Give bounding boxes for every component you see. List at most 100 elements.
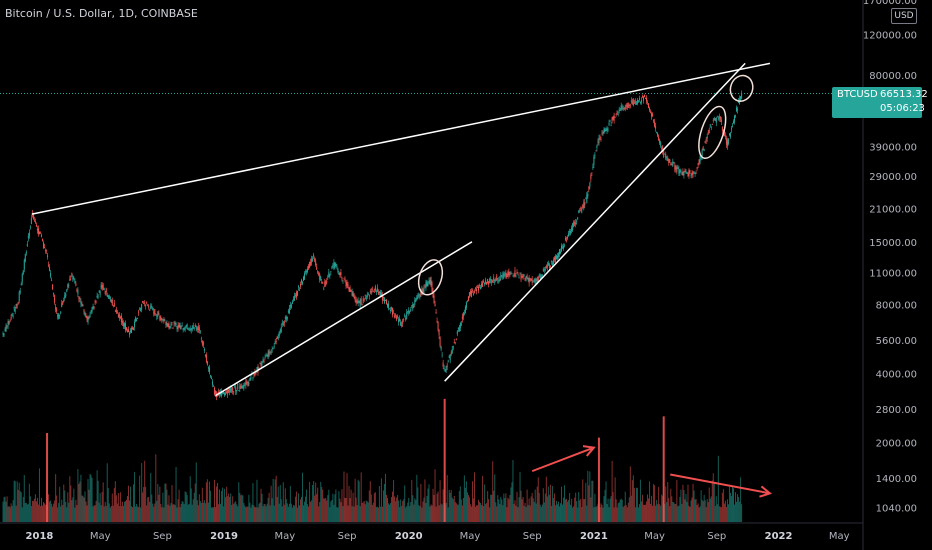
candle-body [720,119,722,123]
candle-body [558,249,560,255]
candle-body [275,341,277,342]
candle-body [409,311,411,313]
volume-bar [268,492,270,522]
candle-body [72,275,74,280]
volume-bar [481,505,483,522]
volume-bar [260,488,262,522]
volume-bar [611,460,613,522]
candle-body [5,324,7,332]
volume-bar [249,502,251,522]
candle-body [577,217,579,220]
volume-bar [581,507,583,522]
candle-body [73,278,75,280]
volume-bar [25,502,27,522]
candle-body [689,170,691,173]
candle-body [488,281,490,285]
volume-bar [493,490,495,522]
candle-body [664,153,666,155]
volume-bar [18,482,20,522]
candle-body [561,245,563,252]
candle-body [426,280,428,287]
x-tick-label: Sep [338,531,357,542]
candle-body [459,323,461,328]
candle-body [186,323,188,327]
candle-body [83,309,85,312]
candle-body [374,286,376,291]
candle-body [423,287,425,293]
volume-bar [442,489,444,522]
candle-body [122,322,124,327]
candle-body [711,123,713,125]
candle-body [130,330,132,333]
candle-body [492,281,494,283]
candle-body [643,94,645,97]
candle-body [103,288,105,291]
candle-body [628,105,630,106]
candle-body [611,117,613,122]
volume-bar [431,505,433,522]
volume-bar [29,496,31,522]
candle-body [41,238,43,241]
candle-body [509,272,511,274]
volume-bar [688,505,690,522]
volume-bar [267,497,269,522]
candle-body [160,317,162,320]
candle-body [137,318,139,320]
candle-body [243,384,245,389]
candle-body [617,114,619,115]
candle-body [461,316,463,320]
candle-body [495,278,497,282]
volume-bar [736,501,738,522]
candle-body [741,93,743,99]
candle-body [621,106,623,109]
candle-body [406,312,408,319]
volume-bar [19,491,21,522]
volume-bar [10,503,12,522]
candle-body [235,387,237,392]
volume-bar [665,486,667,522]
candle-body [475,287,477,289]
candle-body [181,324,183,326]
volume-bar [356,505,358,522]
volume-bar [520,490,522,522]
volume-bar [73,488,75,522]
volume-bar [202,502,204,522]
volume-bar [56,495,58,522]
candle-body [229,387,231,393]
volume-bar [453,495,455,522]
candle-body [326,281,328,283]
volume-bar [433,494,435,522]
candle-body [633,102,635,104]
candle-body [87,317,89,323]
volume-bar [236,504,238,522]
volume-bar [384,473,386,522]
candle-body [264,357,266,358]
candle-body [155,314,157,316]
candle-body [697,163,699,165]
candle-body [620,105,622,111]
volume-bar [651,495,653,522]
currency-button[interactable]: USD [891,8,917,24]
candle-body [490,279,492,280]
volume-bar [475,506,477,522]
candle-body [323,288,325,290]
volume-bar [669,506,671,522]
candle-body [726,140,728,147]
volume-bar [174,505,176,522]
volume-bar [246,506,248,522]
volume-bar [560,503,562,522]
candle-body [209,375,211,377]
candle-body [101,285,103,288]
volume-bar [714,505,716,522]
volume-bar [63,484,65,522]
candle-body [305,271,307,273]
candle-body [487,278,489,284]
volume-bar [476,505,478,522]
candle-body [244,383,246,385]
volume-bar [286,503,288,522]
candle-body [37,228,39,234]
candle-body [54,295,56,303]
candle-body [544,269,546,270]
candle-body [64,295,66,299]
